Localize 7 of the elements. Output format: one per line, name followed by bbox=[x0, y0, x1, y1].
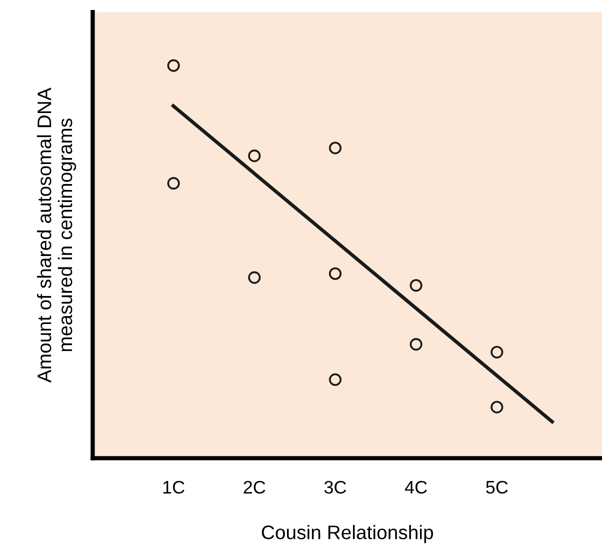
x-tick-label: 2C bbox=[244, 480, 266, 494]
x-tick-label: 3C bbox=[324, 480, 346, 494]
x-tick-label: 4C bbox=[404, 480, 427, 494]
x-axis-title: Cousin Relationship bbox=[262, 524, 434, 544]
x-tick-label: 1C bbox=[163, 480, 184, 494]
y-axis-title: Amount of shared autosomal DNA measured in centimograms bbox=[36, 88, 76, 383]
x-tick-label: 5C bbox=[486, 480, 508, 494]
